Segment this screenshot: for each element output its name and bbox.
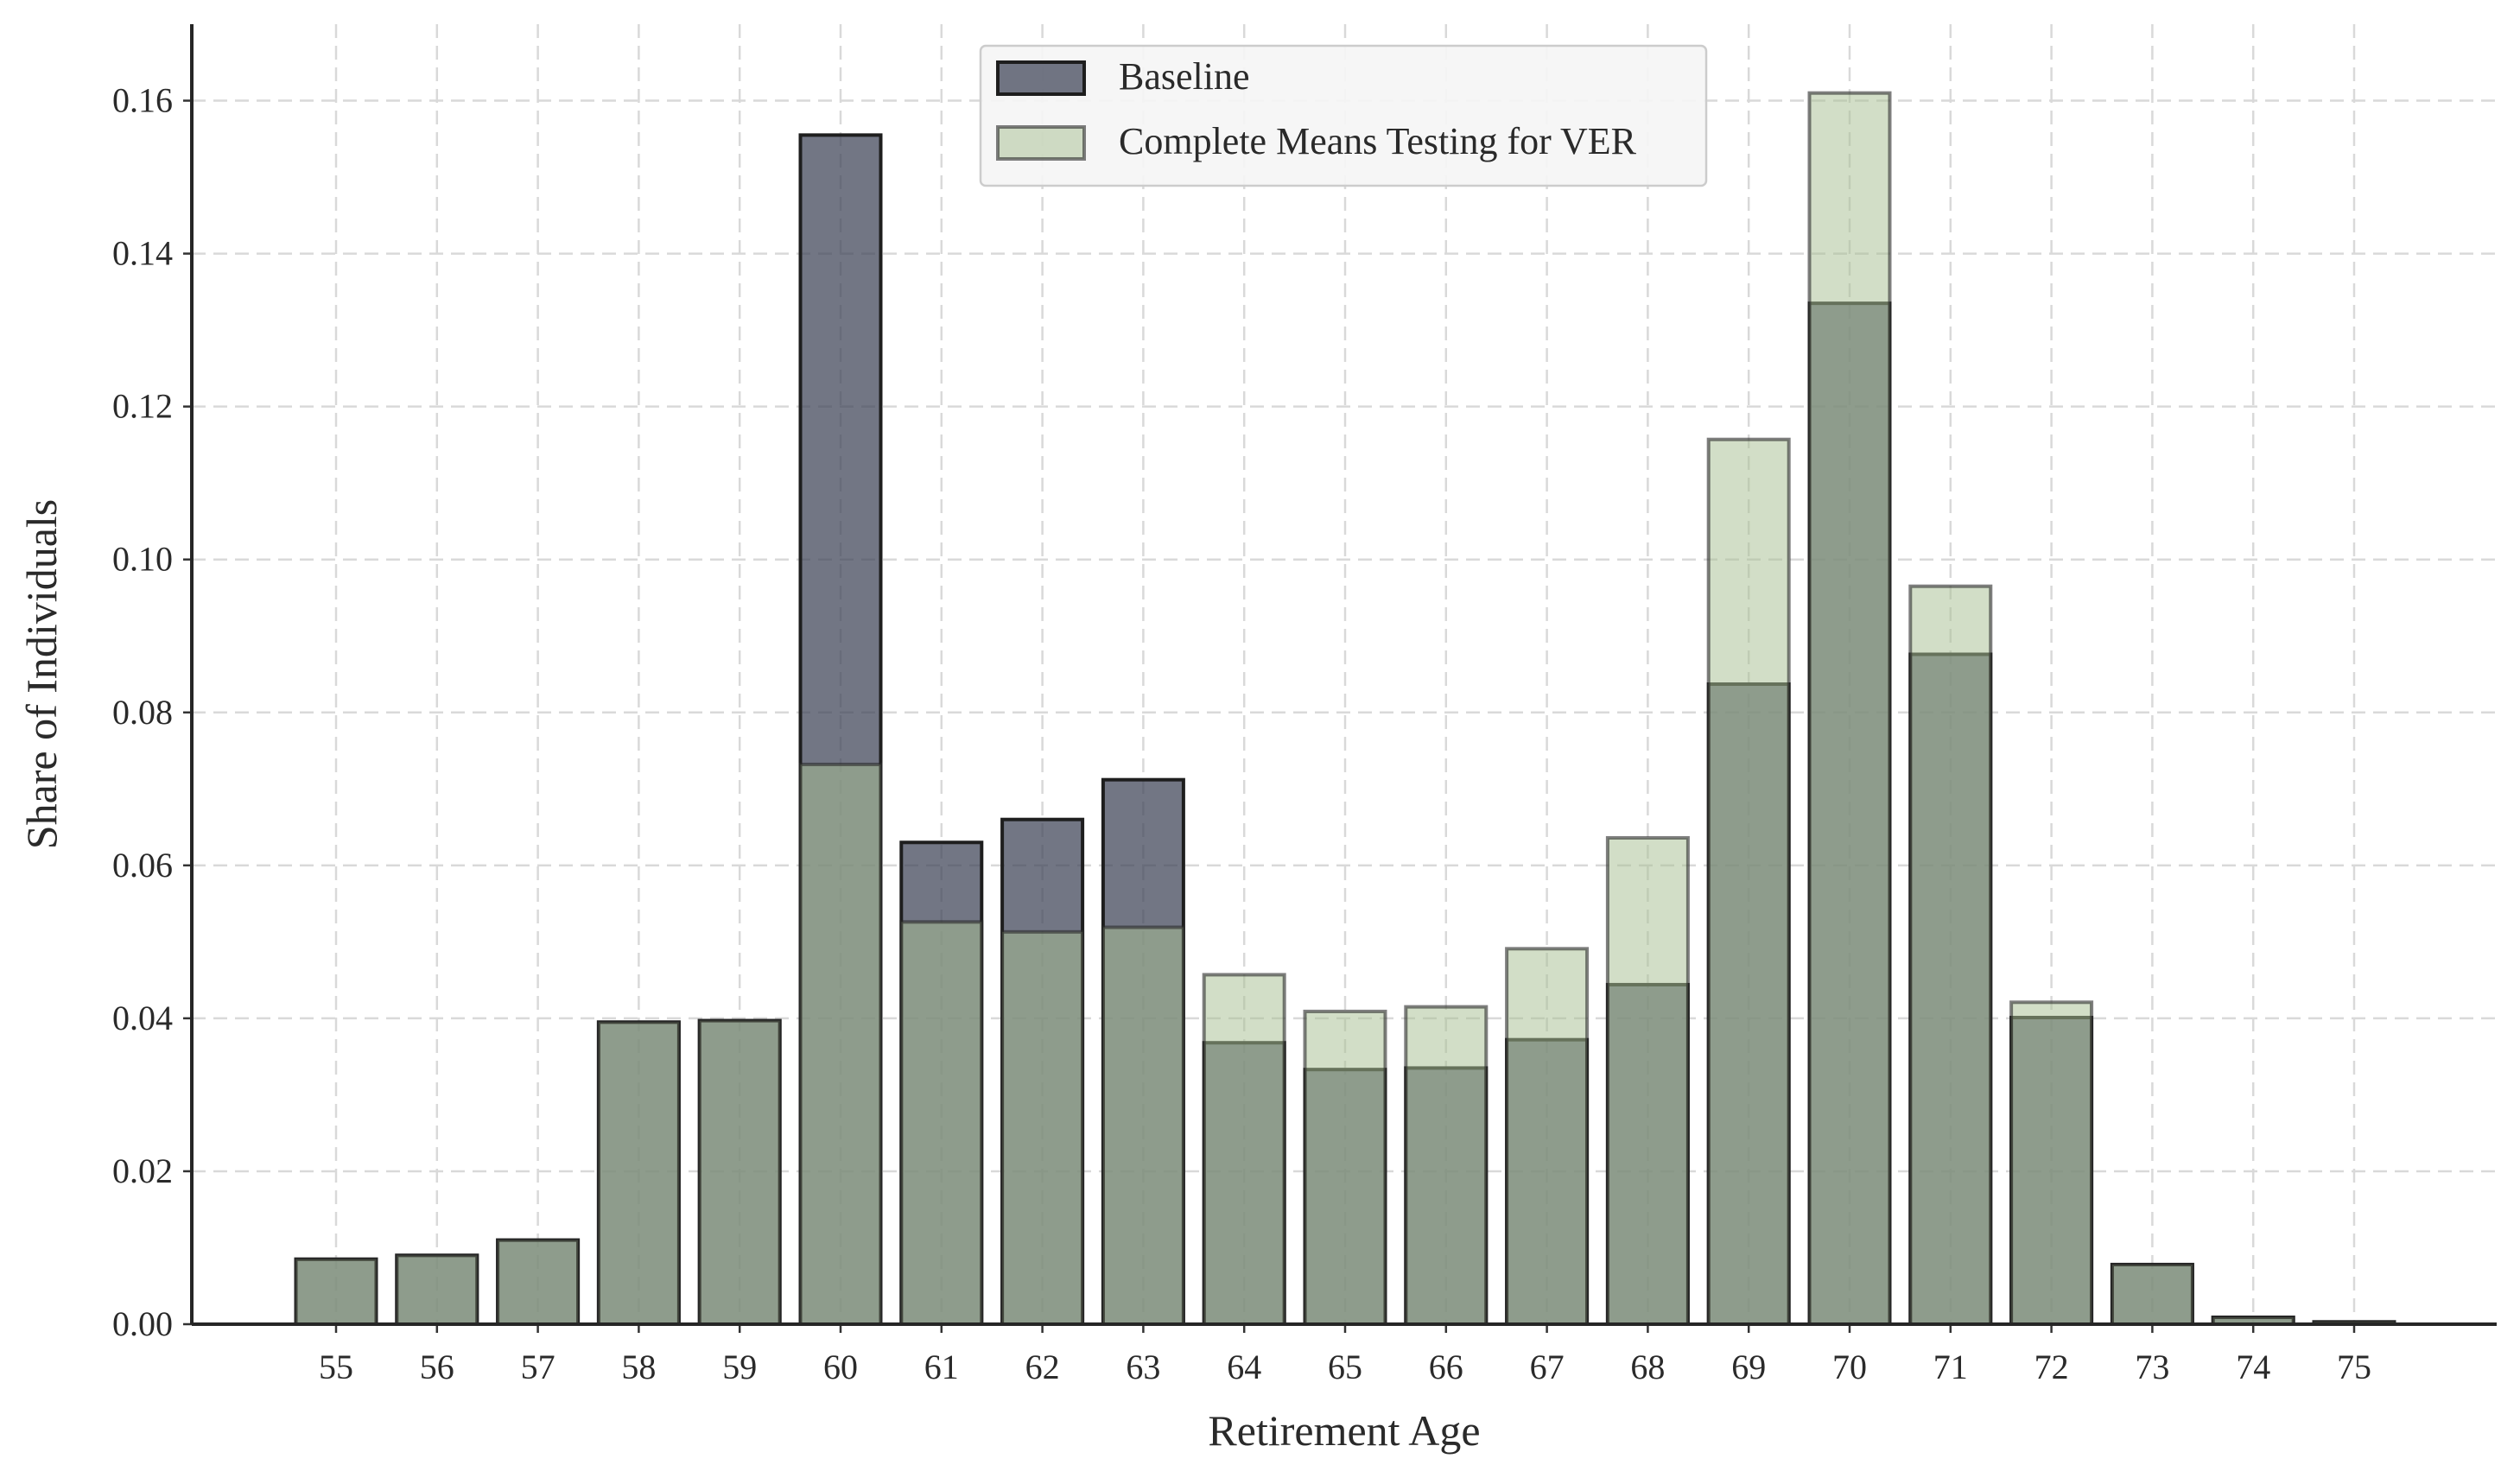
y-tick-label: 0.00 (112, 1304, 173, 1343)
x-tick-label: 74 (2236, 1348, 2270, 1386)
x-tick-label: 60 (823, 1348, 858, 1386)
x-tick-label: 65 (1328, 1348, 1362, 1386)
x-tick-label: 64 (1227, 1348, 1261, 1386)
y-tick-label: 0.16 (112, 81, 173, 120)
x-tick-label: 68 (1630, 1348, 1665, 1386)
axes (183, 24, 2497, 1333)
x-tick-label: 66 (1429, 1348, 1463, 1386)
x-axis-title: Retirement Age (1208, 1406, 1480, 1455)
y-tick-label: 0.02 (112, 1151, 173, 1190)
legend-label: Complete Means Testing for VER (1119, 120, 1637, 162)
bar-complete-means-testing-70 (1807, 91, 1892, 1326)
x-tick-label: 61 (924, 1348, 959, 1386)
x-tick-label: 57 (521, 1348, 555, 1386)
x-tick-label: 56 (420, 1348, 454, 1386)
bar-complete-means-testing-60 (798, 762, 883, 1326)
x-tick-label: 71 (1933, 1348, 1968, 1386)
complete-means-testing-series (294, 91, 2396, 1327)
tick-labels: 0.00 0.02 0.04 0.06 0.08 0.10 0.12 0.14 0.16 55 56… (112, 81, 2371, 1386)
y-tick-label: 0.10 (112, 540, 173, 579)
legend: Baseline Complete Means Testing for VER (979, 44, 1708, 187)
bar-complete-means-testing-55 (294, 1257, 378, 1326)
bar-complete-means-testing-67 (1505, 947, 1590, 1326)
y-tick-label: 0.08 (112, 693, 173, 732)
x-tick-label: 73 (2135, 1348, 2169, 1386)
y-tick-label: 0.04 (112, 999, 173, 1037)
x-tick-label: 63 (1126, 1348, 1160, 1386)
bar-complete-means-testing-71 (1908, 584, 1993, 1326)
legend-swatch (996, 125, 1086, 161)
bar-complete-means-testing-59 (697, 1018, 782, 1326)
x-tick-label: 70 (1832, 1348, 1867, 1386)
bar-complete-means-testing-73 (2110, 1262, 2194, 1326)
bar-complete-means-testing-56 (395, 1253, 479, 1326)
bar-complete-means-testing-58 (596, 1020, 681, 1326)
bar-complete-means-testing-61 (899, 920, 984, 1327)
x-tick-label: 55 (319, 1348, 353, 1386)
bar-complete-means-testing-62 (1000, 929, 1085, 1326)
y-axis-title: Share of Individuals (17, 499, 66, 849)
x-tick-label: 58 (621, 1348, 656, 1386)
bar-complete-means-testing-72 (2009, 1000, 2094, 1326)
bar-complete-means-testing-68 (1605, 835, 1690, 1326)
y-tick-label: 0.12 (112, 387, 173, 426)
x-tick-label: 75 (2337, 1348, 2371, 1386)
x-tick-label: 72 (2034, 1348, 2069, 1386)
bar-complete-means-testing-57 (496, 1238, 581, 1327)
bar-complete-means-testing-66 (1404, 1005, 1489, 1326)
bar-complete-means-testing-65 (1303, 1009, 1387, 1326)
bar-complete-means-testing-64 (1202, 973, 1286, 1326)
bar-complete-means-testing-69 (1706, 437, 1791, 1326)
y-tick-label: 0.14 (112, 234, 173, 273)
legend-label: Baseline (1119, 55, 1250, 98)
legend-box (979, 44, 1708, 187)
x-tick-label: 62 (1025, 1348, 1060, 1386)
x-tick-label: 59 (722, 1348, 757, 1386)
x-tick-label: 67 (1530, 1348, 1565, 1386)
y-tick-label: 0.06 (112, 846, 173, 885)
legend-swatch (996, 60, 1086, 96)
bar-complete-means-testing-63 (1101, 925, 1185, 1326)
x-tick-label: 69 (1731, 1348, 1766, 1386)
